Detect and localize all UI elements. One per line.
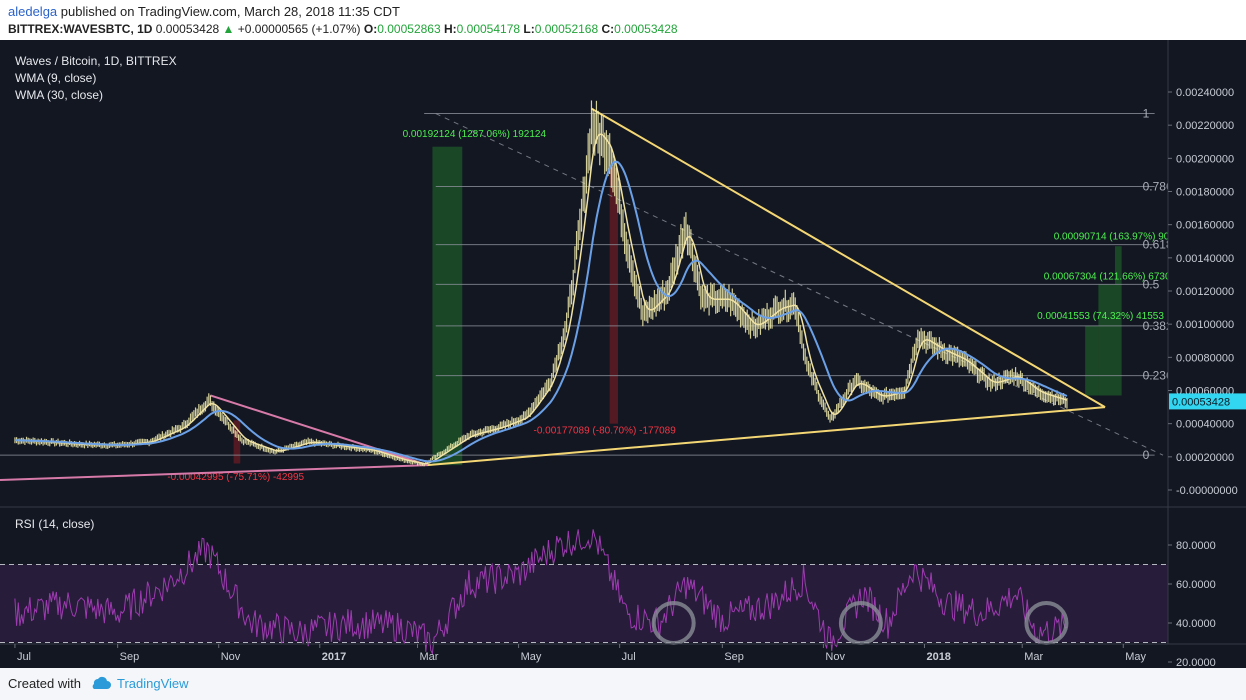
open-value: 0.00052863: [377, 22, 441, 36]
measure-zones: 0.00192124 (1287.06%) 192124 -0.00177089 …: [167, 129, 1186, 483]
up-arrow-icon: ▲: [222, 22, 235, 36]
fib-level-label: 0.5: [1143, 277, 1160, 291]
high-label: H:: [443, 22, 457, 36]
measure-zone: [1098, 284, 1115, 396]
price-tick-label: 0.00240000: [1176, 87, 1234, 99]
pink-ascending-trendline: [0, 464, 428, 482]
time-tick-label: Jul: [622, 651, 636, 663]
measure-zone: [233, 420, 241, 464]
last-price: 0.00053428: [155, 22, 220, 36]
publish-line: aledelga published on TradingView.com, M…: [8, 4, 400, 19]
open-label: O:: [363, 22, 378, 36]
measure-zone: [1114, 246, 1122, 396]
symbol-label: BITTREX:WAVESBTC, 1D: [8, 22, 153, 36]
legend-wma30: WMA (30, close): [15, 88, 103, 102]
rsi-line: [14, 529, 1068, 656]
time-tick-label: May: [1125, 651, 1146, 663]
wma9-line: [14, 133, 1068, 465]
close-label: C:: [601, 22, 615, 36]
change-value: +0.00000565 (+1.07%): [237, 22, 361, 36]
price-series: [14, 100, 1068, 467]
measure-label: 0.00192124 (1287.06%) 192124: [403, 129, 547, 140]
wma30-line: [14, 160, 1068, 463]
rsi-tick-label: 40.0000: [1176, 618, 1216, 630]
fib-level-label: 1: [1143, 107, 1150, 121]
legend-rsi: RSI (14, close): [15, 517, 94, 531]
tradingview-cloud-icon: [92, 676, 111, 689]
publish-header: aledelga published on TradingView.com, M…: [0, 0, 1246, 40]
price-tick-label: 0.00020000: [1176, 452, 1234, 464]
low-value: 0.00052168: [534, 22, 599, 36]
tradingview-link[interactable]: TradingView: [117, 676, 189, 691]
time-tick-label: Nov: [825, 651, 845, 663]
axes: 0.00240000 0.00220000 0.00200000 0.00180000…: [0, 40, 1246, 668]
descending-trendline: [590, 107, 1106, 408]
footer: Created with TradingView: [0, 668, 1246, 700]
price-tick-label: 0.00220000: [1176, 120, 1234, 132]
rsi-highlight-circle: [651, 601, 696, 645]
measure-label: -0.00042995 (-75.71%) -42995: [167, 472, 304, 483]
high-value: 0.00054178: [456, 22, 521, 36]
legend-wma9: WMA (9, close): [15, 71, 96, 85]
measure-label: 0.00067304 (121.66%) 67304: [1044, 271, 1177, 282]
price-tick-label: 0.00040000: [1176, 419, 1234, 431]
chart-canvas[interactable]: 0.00192124 (1287.06%) 192124 -0.00177089 …: [0, 40, 1246, 668]
price-tick-label: 0.00120000: [1176, 286, 1234, 298]
rsi-highlight-circle: [838, 601, 883, 645]
fib-level-label: 0: [1143, 448, 1150, 462]
ascending-trendline: [427, 406, 1106, 467]
rsi-tick-label: 20.0000: [1176, 657, 1216, 668]
legend-title: Waves / Bitcoin, 1D, BITTREX: [15, 54, 177, 68]
time-tick-label: Nov: [221, 651, 241, 663]
rsi-band-fill: [0, 564, 1168, 643]
fib-trend-diagonal: [435, 113, 1164, 456]
price-tick-label: 0.00160000: [1176, 220, 1234, 232]
created-with-label: Created with: [8, 676, 81, 691]
measure-label: -0.00177089 (-80.70%) -177089: [533, 426, 676, 437]
rsi-pane: [0, 529, 1168, 656]
fib-level-label: 0.236: [1143, 369, 1173, 383]
measure-label: 0.00041553 (74.32%) 41553: [1037, 311, 1164, 322]
time-tick-label: Jul: [17, 651, 31, 663]
measure-zone: [432, 146, 463, 466]
time-tick-label: 2018: [926, 651, 950, 663]
price-tick-label: -0.00000000: [1176, 485, 1238, 497]
fib-level-label: 0.382: [1143, 319, 1173, 333]
author-link[interactable]: aledelga: [8, 4, 58, 19]
price-tick-label: 0.00080000: [1176, 352, 1234, 364]
measure-label: 0.00090714 (163.97%) 90714: [1054, 232, 1187, 243]
rsi-tick-label: 60.0000: [1176, 579, 1216, 591]
chart-background: [0, 40, 1246, 668]
measure-zone: [1085, 325, 1099, 396]
published-text: published on TradingView.com, March 28, …: [60, 4, 400, 19]
legend: Waves / Bitcoin, 1D, BITTREX WMA (9, clo…: [15, 54, 177, 531]
time-tick-label: Mar: [420, 651, 439, 663]
measure-zone: [609, 166, 618, 424]
rsi-tick-label: 80.0000: [1176, 540, 1216, 552]
price-tick-label: 0.00140000: [1176, 253, 1234, 265]
pink-descending-trendline: [210, 394, 428, 467]
time-tick-label: Sep: [724, 651, 744, 663]
time-tick-label: Sep: [120, 651, 140, 663]
trendlines: [0, 107, 1106, 482]
fib-level-label: 0.618: [1143, 238, 1173, 252]
price-axis-strip: [1168, 40, 1246, 668]
price-tick-label: 0.00180000: [1176, 187, 1234, 199]
last-price-tag: [1169, 393, 1246, 410]
price-tick-label: 0.00200000: [1176, 153, 1234, 165]
time-tick-label: Mar: [1024, 651, 1043, 663]
time-tick-label: 2017: [322, 651, 346, 663]
price-tick-label: 0.00100000: [1176, 319, 1234, 331]
fib-level-label: 0.786: [1143, 180, 1173, 194]
close-value: 0.00053428: [614, 22, 678, 36]
last-price-label: 0.00053428: [1172, 396, 1230, 408]
ohlc-line: BITTREX:WAVESBTC, 1D 0.00053428 ▲ +0.000…: [8, 22, 678, 36]
low-label: L:: [523, 22, 535, 36]
time-tick-label: May: [521, 651, 542, 663]
rsi-highlight-circle: [1024, 601, 1069, 645]
